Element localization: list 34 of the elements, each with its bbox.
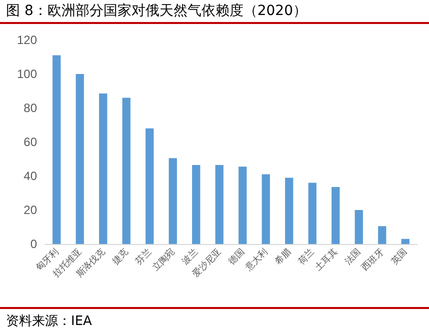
bar (238, 166, 247, 244)
x-tick-label: 荷兰 (296, 246, 316, 266)
bar (378, 226, 386, 244)
bar (76, 74, 84, 244)
bar (99, 94, 108, 244)
bar (354, 210, 363, 244)
x-tick-label: 波兰 (180, 246, 200, 266)
y-tick-label: 40 (24, 169, 38, 183)
x-tick-label: 土耳其 (313, 246, 340, 273)
x-tick-label: 法国 (342, 246, 362, 266)
chart-title: 图 8：欧洲部分国家对俄天然气依赖度（2020） (6, 2, 307, 20)
bar (308, 182, 316, 244)
y-tick-label: 100 (16, 67, 38, 81)
bar (332, 187, 340, 244)
y-tick-label: 20 (24, 203, 38, 217)
y-tick-label: 0 (30, 237, 38, 251)
bar (215, 164, 224, 244)
x-tick-label: 德国 (226, 246, 246, 266)
bar (146, 128, 154, 244)
y-tick-label: 80 (24, 101, 38, 115)
y-tick-label: 60 (24, 135, 38, 149)
bar (192, 164, 200, 244)
y-tick-label: 120 (16, 33, 38, 47)
x-tick-label: 希腊 (272, 246, 293, 266)
bar (168, 158, 177, 244)
x-tick-label: 英国 (389, 246, 409, 266)
bar (122, 98, 130, 244)
x-tick-label: 捷克 (110, 246, 130, 266)
bar (262, 174, 270, 244)
bar (285, 178, 294, 244)
x-tick-label: 西班牙 (360, 246, 386, 273)
bar (52, 55, 61, 244)
text: 资料来源：IEA (6, 313, 92, 330)
bar (401, 238, 410, 244)
